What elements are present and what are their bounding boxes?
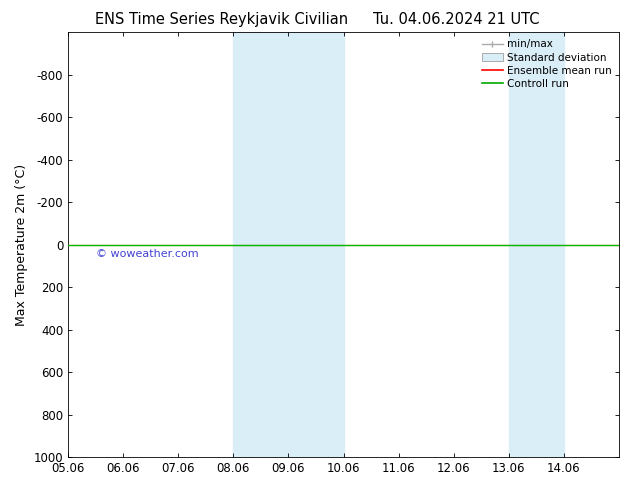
- Text: ENS Time Series Reykjavik Civilian: ENS Time Series Reykjavik Civilian: [95, 12, 349, 27]
- Bar: [233, 32, 344, 457]
- Y-axis label: Max Temperature 2m (°C): Max Temperature 2m (°C): [15, 164, 28, 326]
- Text: Tu. 04.06.2024 21 UTC: Tu. 04.06.2024 21 UTC: [373, 12, 540, 27]
- Legend: min/max, Standard deviation, Ensemble mean run, Controll run: min/max, Standard deviation, Ensemble me…: [480, 37, 614, 91]
- Text: © woweather.com: © woweather.com: [96, 248, 198, 259]
- Bar: [509, 32, 564, 457]
